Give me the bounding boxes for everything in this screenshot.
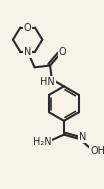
Text: N: N [24, 47, 31, 57]
Text: N: N [79, 132, 87, 142]
Text: HN: HN [40, 77, 55, 87]
Text: O: O [58, 47, 66, 57]
Text: O: O [24, 22, 31, 33]
Text: OH: OH [90, 146, 104, 156]
Text: H₂N: H₂N [33, 137, 52, 147]
